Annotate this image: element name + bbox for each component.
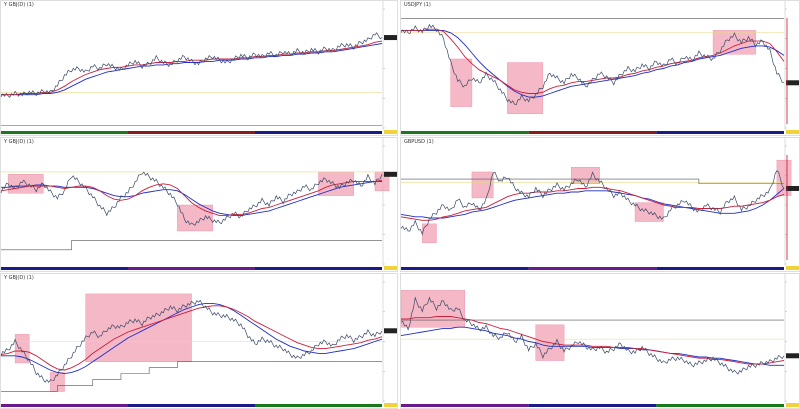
series-price [400,296,785,375]
corner-badge [384,266,397,270]
panel-frame [400,273,800,409]
chart-panel-6 [400,273,800,409]
highlight-zone [318,171,354,196]
series-ma-red [1,40,383,96]
panel-frame [0,273,398,409]
step-level-line [1,361,382,392]
series-ma-blue [1,180,382,217]
step-level-line [401,178,784,185]
current-price-marker [384,171,397,177]
corner-badge [786,403,799,407]
series-ma-blue [1,43,383,96]
footer-session-band [1,267,128,270]
highlight-zone [471,171,494,199]
footer-session-band [528,131,657,134]
highlight-zone [634,202,664,222]
corner-badge [786,266,799,270]
panel-frame [400,137,800,272]
chart-panel-3: Y GBJ(D) (1) [0,137,398,272]
footer-session-band [656,267,784,270]
highlight-zone [177,204,213,232]
footer-session-band [401,404,529,407]
highlight-zone [422,223,437,243]
footer-session-band [255,267,382,270]
highlight-zone [507,62,544,114]
series-price [400,170,785,236]
footer-session-band [128,131,255,134]
footer-session-band [528,267,657,270]
current-price-marker [786,185,799,191]
footer-session-band [1,131,128,134]
series-ma-blue [1,302,383,375]
corner-badge [384,130,397,134]
highlight-zone [712,30,756,55]
footer-session-band [656,404,784,407]
footer-session-band [528,404,657,407]
current-price-marker [384,328,397,334]
footer-session-band [401,267,529,270]
series-price [400,23,785,106]
series-price [0,171,383,226]
series-price [0,299,383,384]
footer-session-band [1,404,128,407]
panel-frame [0,0,398,136]
current-price-marker [786,80,799,86]
corner-badge [384,403,397,407]
chart-panel-4: GBPUSD (1) [400,137,800,272]
panel-title: USDJPY (1) [404,2,431,8]
footer-session-band [401,131,529,134]
highlight-zone [571,167,600,184]
footer-session-band [255,131,382,134]
highlight-zone [85,293,192,362]
series-price [0,32,383,98]
highlight-zone [400,290,466,328]
panel-title: Y GBJ(D) (1) [3,2,34,8]
step-level-line [1,240,382,251]
panel-title: Y GBJ(D) (1) [3,275,34,281]
current-price-marker [384,35,397,41]
series-ma-blue [401,29,785,98]
footer-session-band [128,267,255,270]
series-ma-red [0,179,383,217]
corner-badge [786,130,799,134]
current-price-marker [786,353,799,359]
footer-session-band [128,404,255,407]
panel-title: GBPUSD (1) [404,139,434,145]
footer-session-band [656,131,784,134]
chart-panel-1: Y GBJ(D) (1) [0,0,398,136]
chart-panel-2: USDJPY (1) [400,0,800,136]
series-ma-red [0,305,383,371]
footer-session-band [255,404,382,407]
panel-title: Y GBJ(D) (1) [3,139,34,145]
chart-panel-5: Y GBJ(D) (1) [0,273,398,409]
series-ma-red [400,186,785,221]
